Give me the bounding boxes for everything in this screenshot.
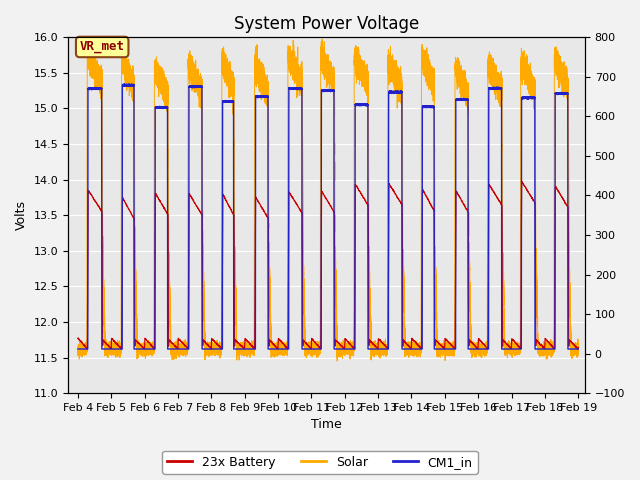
Y-axis label: Volts: Volts (15, 200, 28, 230)
Title: System Power Voltage: System Power Voltage (234, 15, 419, 33)
X-axis label: Time: Time (311, 419, 342, 432)
Text: VR_met: VR_met (80, 40, 125, 53)
Legend: 23x Battery, Solar, CM1_in: 23x Battery, Solar, CM1_in (163, 451, 477, 474)
